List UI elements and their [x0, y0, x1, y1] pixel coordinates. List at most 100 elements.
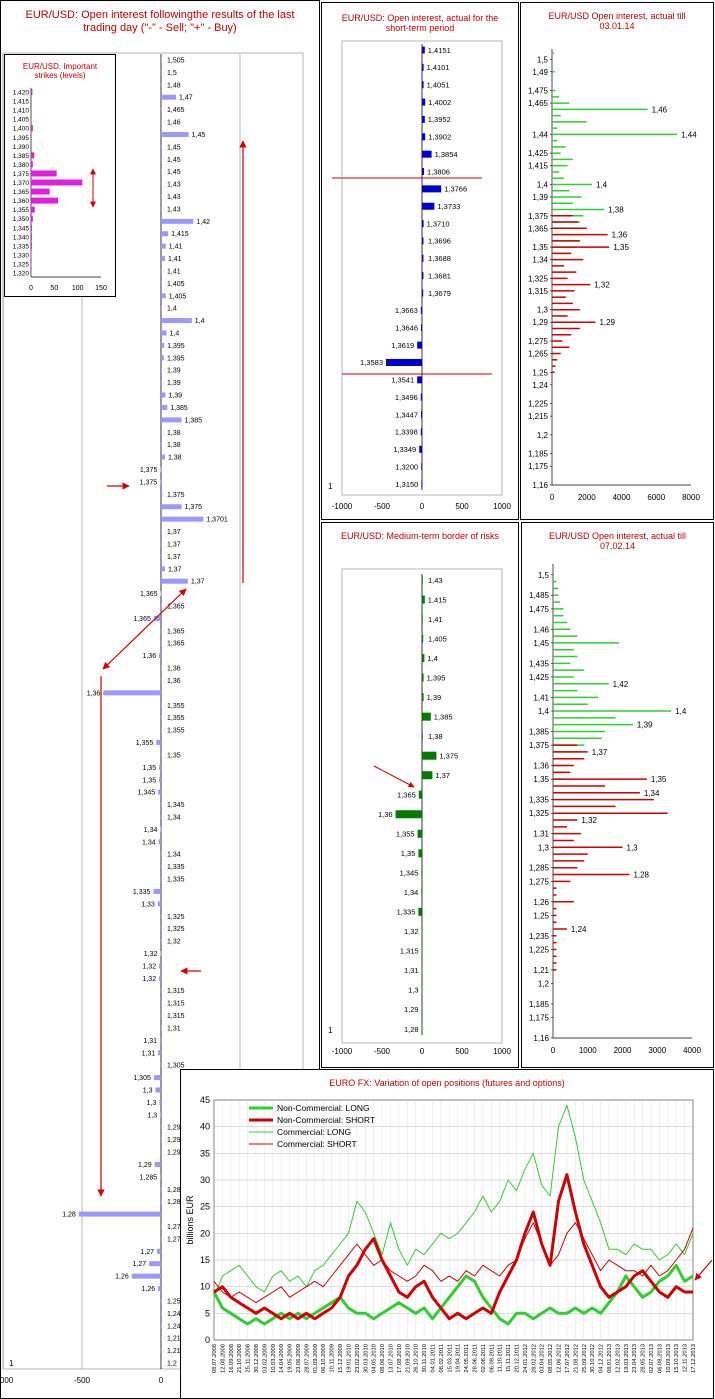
bar [161, 1323, 162, 1329]
bar-label: 1,415 [171, 231, 189, 238]
bar-label: 1,315 [400, 947, 419, 956]
bar-label: 1,37 [167, 529, 181, 536]
bar [161, 392, 166, 398]
y-tick-label: 5 [205, 1308, 210, 1318]
bar-label: 1,3952 [428, 115, 451, 124]
bar [422, 634, 424, 643]
bar [159, 764, 161, 770]
y-tick-label: 1,365 [13, 189, 30, 196]
x-tick-label: -500 [374, 1047, 391, 1056]
x-tick-label: 3000 [648, 1046, 666, 1055]
level-label: 1,37 [592, 748, 608, 757]
legend-label: Commercial: LONG [277, 1127, 351, 1137]
bar [422, 595, 425, 604]
bar-label: 1,41 [168, 256, 182, 263]
bar [161, 268, 162, 274]
plot-area [341, 568, 503, 1044]
x-tick-label: 08.01.2013 [607, 1344, 613, 1373]
y-tick-label: 1,29 [532, 318, 548, 327]
bar-label: 1,3 [147, 1112, 157, 1119]
x-tick-label: 0 [29, 285, 33, 292]
bar [161, 1137, 162, 1143]
bar-label: 1,395 [167, 343, 185, 350]
bar [421, 324, 422, 332]
bar [161, 417, 182, 423]
bar-label: 1,2 [167, 1361, 177, 1368]
bar-label: 1,335 [133, 889, 151, 896]
bar [161, 677, 162, 683]
x-tick-label: 12.11.2013 [683, 1344, 689, 1373]
y-tick-label: 40 [200, 1122, 210, 1132]
y-tick-label: 1,235 [529, 932, 550, 941]
legend-label: Non-Commercial: SHORT [277, 1115, 375, 1125]
bar-label: 1,43 [167, 194, 181, 201]
bar [31, 179, 83, 186]
bar [31, 197, 59, 204]
x-tick-label: 28.05.2013 [641, 1344, 647, 1373]
level-label: 1,35 [651, 775, 667, 784]
x-tick-label: 08.05.2012 [548, 1344, 554, 1373]
bar-label: 1,38 [168, 455, 182, 462]
bar [161, 94, 177, 100]
bar [161, 280, 162, 286]
x-tick-label: 19.05.2009 [288, 1344, 294, 1373]
bar [154, 1161, 161, 1167]
corner-label: 1 [328, 1026, 333, 1035]
bar-label: 1,28 [404, 1025, 419, 1034]
bar-label: 1,37 [167, 554, 181, 561]
bar-label: 1,41 [428, 615, 443, 624]
bar [422, 168, 424, 176]
bar-label: 1,405 [167, 281, 185, 288]
bar [161, 367, 162, 373]
bar [159, 963, 161, 969]
bar [160, 479, 162, 485]
arrow-diagonal [102, 588, 187, 670]
bar [418, 790, 422, 799]
level-label: 1,39 [637, 721, 653, 730]
bar [160, 826, 162, 832]
y-tick-label: 1,185 [529, 1000, 550, 1009]
x-tick-label: 0 [159, 1376, 164, 1385]
bar [78, 1211, 161, 1217]
x-tick-label: -1000 [332, 1047, 353, 1056]
level-label: 1,29 [599, 318, 615, 327]
y-tick-label: 10 [200, 1282, 210, 1292]
y-tick-label: 1,375 [13, 171, 30, 178]
bar [161, 256, 165, 262]
x-tick-label: 17.07.2012 [565, 1344, 571, 1373]
bar [422, 693, 424, 702]
bar [153, 1075, 161, 1081]
bar [161, 529, 162, 535]
panel-short-term: EUR/USD: Open interest, actual for the s… [321, 2, 519, 520]
bar-label: 1,375 [439, 751, 458, 760]
medium-term-title: EUR/USD: Medium-term border of risks [340, 531, 500, 541]
bar [161, 181, 162, 187]
y-tick-label: 1,35 [533, 775, 549, 784]
y-tick-label: 1,380 [13, 162, 30, 169]
bar [161, 330, 167, 336]
bar [161, 491, 163, 497]
bar [159, 653, 161, 659]
y-tick-label: 1,485 [529, 591, 550, 600]
actual-jan-chart: 1,5 1,49 1,475 1,465 1,44 1,425 1,415 1,4 1,39 1,… [528, 49, 700, 502]
bar-label: 1,35 [142, 765, 156, 772]
y-tick-label: 1,175 [529, 1014, 550, 1023]
bar [31, 170, 57, 177]
x-tick-label: 30.03.2010 [363, 1344, 369, 1373]
bar [161, 578, 188, 584]
x-tick-label: 17.12.2013 [691, 1344, 697, 1373]
x-tick-label: 19.03.2013 [624, 1344, 630, 1373]
level-label: 1,36 [612, 231, 628, 240]
bar-label: 1,32 [142, 963, 156, 970]
bar [161, 864, 162, 870]
bar-label: 1,36 [167, 678, 181, 685]
bar [421, 927, 423, 936]
y-tick-label: 1,31 [533, 830, 549, 839]
bar [158, 789, 161, 795]
bar [422, 63, 424, 71]
bar-label: 1,345 [400, 869, 419, 878]
bar-label: 1,37 [435, 771, 450, 780]
x-tick-label: 23.04.2013 [632, 1344, 638, 1373]
y-tick-label: 1,365 [528, 224, 549, 233]
bar [422, 771, 433, 780]
